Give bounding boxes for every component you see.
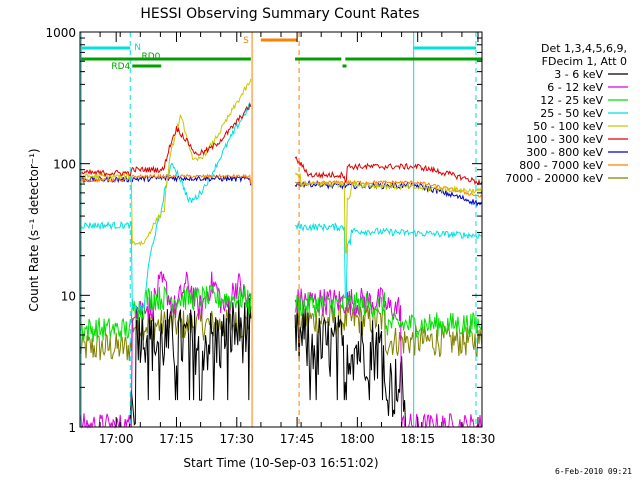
series-line-25-50-kev-seg1	[295, 222, 483, 299]
y-tick-label: 1	[68, 421, 76, 435]
footer-date: 6-Feb-2010 09:21	[555, 467, 632, 476]
x-tick-label: 17:30	[219, 432, 254, 446]
chart-title: HESSI Observing Summary Count Rates	[140, 6, 419, 22]
series-line-300-800-kev-seg0	[79, 174, 252, 186]
series-line-800-7000-kev-seg1	[295, 179, 483, 198]
y-tick-label: 100	[53, 158, 76, 172]
x-axis-label: Start Time (10-Sep-03 16:51:02)	[183, 456, 378, 470]
legend-entry-label: 100 - 300 keV	[526, 133, 603, 146]
legend-entry-label: 3 - 6 keV	[554, 68, 603, 81]
legend-entry-label: 6 - 12 keV	[547, 81, 603, 94]
series-line-25-50-kev-seg0	[79, 103, 252, 312]
legend-entry-label: 25 - 50 keV	[540, 107, 603, 120]
series-line-12-25-kev-seg1	[294, 292, 483, 338]
legend-entry-label: 800 - 7000 keV	[519, 159, 603, 172]
series-layer	[79, 78, 483, 429]
x-tick-label: 17:00	[99, 432, 134, 446]
axes-layer: 1 10 100 1000 17:00 17:15 17:30 17:45 18:00 18:15…	[45, 26, 495, 446]
legend-header-line: FDecim 1, Att 0	[542, 55, 627, 68]
series-line-800-7000-kev-seg0	[79, 173, 252, 185]
legend-entry-label: 12 - 25 keV	[540, 94, 603, 107]
y-axis-label: Count Rate (s⁻¹ detector⁻¹)	[27, 148, 41, 311]
x-tick-label: 17:45	[280, 432, 315, 446]
x-tick-label: 17:15	[159, 432, 194, 446]
legend: Det 1,3,4,5,6,9,FDecim 1, Att 03 - 6 keV…	[505, 42, 628, 185]
legend-entry-label: 300 - 800 keV	[526, 146, 603, 159]
legend-entry-label: 50 - 100 keV	[533, 120, 603, 133]
x-tick-label: 18:15	[400, 432, 435, 446]
overlay-layer: N S RD0 RD4	[80, 32, 482, 427]
legend-header-line: Det 1,3,4,5,6,9,	[541, 42, 627, 55]
series-line-50-100-kev-seg0	[79, 78, 252, 247]
legend-entry-label: 7000 - 20000 keV	[505, 172, 603, 185]
series-line-100-300-kev-seg1	[294, 155, 483, 186]
series-line-100-300-kev-seg0	[79, 101, 252, 178]
y-tick-label: 1000	[45, 26, 76, 40]
series-line-300-800-kev-seg1	[294, 179, 483, 207]
saa-label: S	[243, 36, 249, 46]
series-line-12-25-kev-seg0	[79, 284, 252, 343]
rd4-label: RD4	[111, 62, 130, 72]
series-line-50-100-kev-seg1	[294, 172, 483, 254]
rd0-label: RD0	[142, 52, 161, 62]
x-tick-label: 18:30	[461, 432, 496, 446]
y-tick-label: 10	[61, 289, 76, 303]
night-label: N	[134, 43, 141, 53]
x-tick-label: 18:00	[340, 432, 375, 446]
series-line-6-12-kev-seg1	[294, 286, 482, 429]
series-line-7000-20000-kev-seg1	[294, 303, 483, 358]
